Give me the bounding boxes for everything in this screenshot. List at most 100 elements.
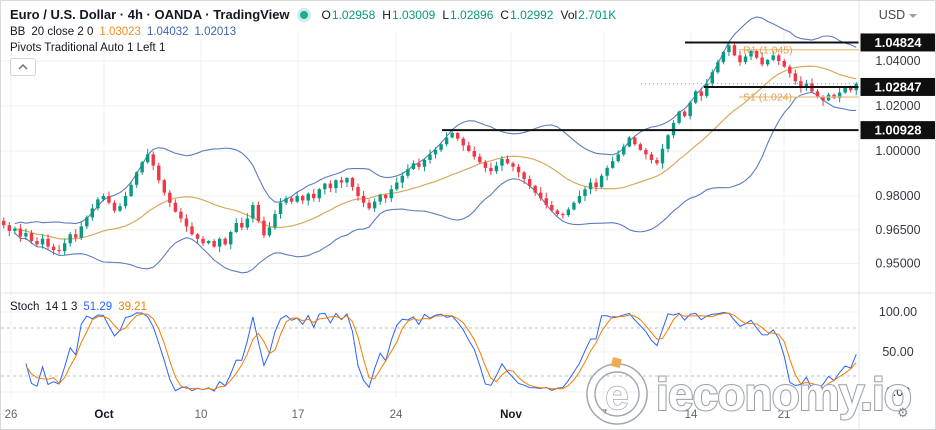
candle-body — [317, 189, 321, 199]
price-badge-bg — [860, 121, 935, 140]
candle-body — [68, 234, 72, 244]
candle-body — [793, 73, 798, 82]
candle-body — [633, 137, 637, 145]
price-line-badge[interactable]: 1.02847 — [860, 77, 936, 96]
candle-body — [306, 193, 310, 201]
candle-body — [13, 228, 17, 231]
candle-body — [455, 133, 460, 139]
candle-body — [212, 241, 216, 247]
candle-body — [472, 151, 476, 157]
candle-body — [190, 226, 194, 235]
candle-body — [505, 158, 510, 164]
candle-body — [406, 169, 410, 176]
candle-body — [561, 214, 565, 216]
candle-body — [716, 62, 720, 73]
candle-body — [201, 238, 205, 244]
candle-body — [151, 154, 155, 166]
gear-icon[interactable]: ⚙ — [897, 405, 909, 420]
candle-body — [688, 102, 692, 117]
candle-body — [616, 154, 620, 162]
candle-body — [572, 202, 576, 210]
bollinger-bands — [14, 16, 857, 274]
price-badge-label: 1.00928 — [875, 123, 922, 138]
candle-body — [550, 205, 554, 211]
symbol-title[interactable]: Euro / U.S. Dollar · 4h · OANDA · Tradin… — [10, 7, 290, 22]
candle-body — [334, 180, 338, 189]
candle-body — [46, 238, 50, 247]
candle-body — [118, 206, 122, 211]
stoch-indicator-name: Stoch — [10, 301, 40, 313]
candle-body — [85, 217, 89, 227]
candle-body — [7, 225, 12, 231]
candle-body — [140, 162, 144, 173]
stoch-tick-label: 50.00 — [882, 345, 913, 359]
time-tick-label: 7 — [601, 409, 607, 421]
price-tick-label: 0.96500 — [875, 223, 920, 237]
pivots-legend-row[interactable]: Pivots Traditional Auto 1 Left 1 — [10, 42, 165, 54]
stochastic-series — [25, 312, 857, 392]
candle-body — [422, 160, 427, 167]
candle-body — [323, 183, 327, 190]
candle-body — [649, 154, 654, 160]
candle-body — [489, 167, 493, 172]
symbol-legend-row[interactable]: Euro / U.S. Dollar · 4h · OANDA · Tradin… — [10, 7, 616, 22]
candle-body — [848, 88, 853, 91]
stoch-legend-row[interactable]: Stoch 14 1 3 51.29 39.21 — [10, 301, 147, 313]
time-axis[interactable]: 26 Oct 10 17 24 Nov 7 14 21 — [5, 409, 791, 421]
candle-body — [35, 241, 39, 245]
candle-body — [815, 91, 820, 97]
candle-body — [395, 182, 399, 190]
candle-body — [29, 233, 34, 241]
candle-body — [777, 55, 781, 61]
currency-label: USD — [878, 8, 906, 22]
candle-body — [638, 144, 643, 150]
price-axis[interactable]: 1.04000 1.02000 1.00000 0.98000 0.96500 0.950… — [875, 54, 920, 399]
candle-body — [24, 233, 28, 237]
time-tick-label: 24 — [390, 409, 403, 421]
chevron-down-icon — [909, 14, 918, 18]
candle-body — [594, 182, 598, 187]
candle-body — [539, 192, 543, 199]
price-axis-currency-dropdown[interactable]: USD — [863, 6, 933, 24]
price-badge-label: 1.02847 — [875, 79, 922, 94]
candle-body — [765, 59, 770, 65]
time-tick-label: Nov — [500, 409, 522, 421]
candle-body — [267, 227, 272, 236]
candle-body — [433, 149, 438, 155]
candle-body — [157, 165, 161, 181]
bb-lower-value: 1.02013 — [194, 26, 237, 38]
candle-body — [444, 137, 449, 145]
time-tick-label: 14 — [685, 409, 698, 421]
bb-legend-row[interactable]: BB 20 close 2 0 1.03023 1.04032 1.02013 — [10, 26, 236, 38]
candle-body — [256, 205, 261, 221]
time-tick-label: Oct — [94, 409, 113, 421]
candle-body — [799, 81, 803, 88]
candle-body — [837, 92, 842, 99]
candle-body — [345, 178, 349, 183]
bb-basis-line — [14, 65, 857, 240]
price-line-badge[interactable]: 1.00928 — [860, 121, 936, 140]
candle-body — [51, 246, 56, 250]
candle-body — [195, 234, 200, 239]
candle-body — [511, 163, 515, 167]
candle-body — [251, 205, 255, 219]
candle-body — [743, 56, 748, 63]
candle-body — [273, 214, 277, 228]
price-badge-bg — [860, 77, 935, 96]
candle-body — [162, 180, 166, 193]
candle-body — [134, 172, 139, 185]
candle-body — [384, 194, 388, 199]
price-line-badge[interactable]: 1.04824 — [860, 33, 936, 52]
gridlines — [1, 31, 859, 398]
stoch-tick-label: 0.00 — [886, 385, 910, 399]
volume-value: Vol2.701K — [560, 7, 617, 22]
time-tick-label: 26 — [5, 409, 18, 421]
candle-body — [655, 160, 659, 164]
candle-body — [240, 223, 244, 228]
candle-body — [173, 202, 178, 212]
price-tick-label: 0.95000 — [875, 257, 920, 271]
candle-body — [666, 135, 670, 149]
candle-body — [738, 55, 742, 63]
legend-collapse-button[interactable] — [10, 58, 36, 76]
